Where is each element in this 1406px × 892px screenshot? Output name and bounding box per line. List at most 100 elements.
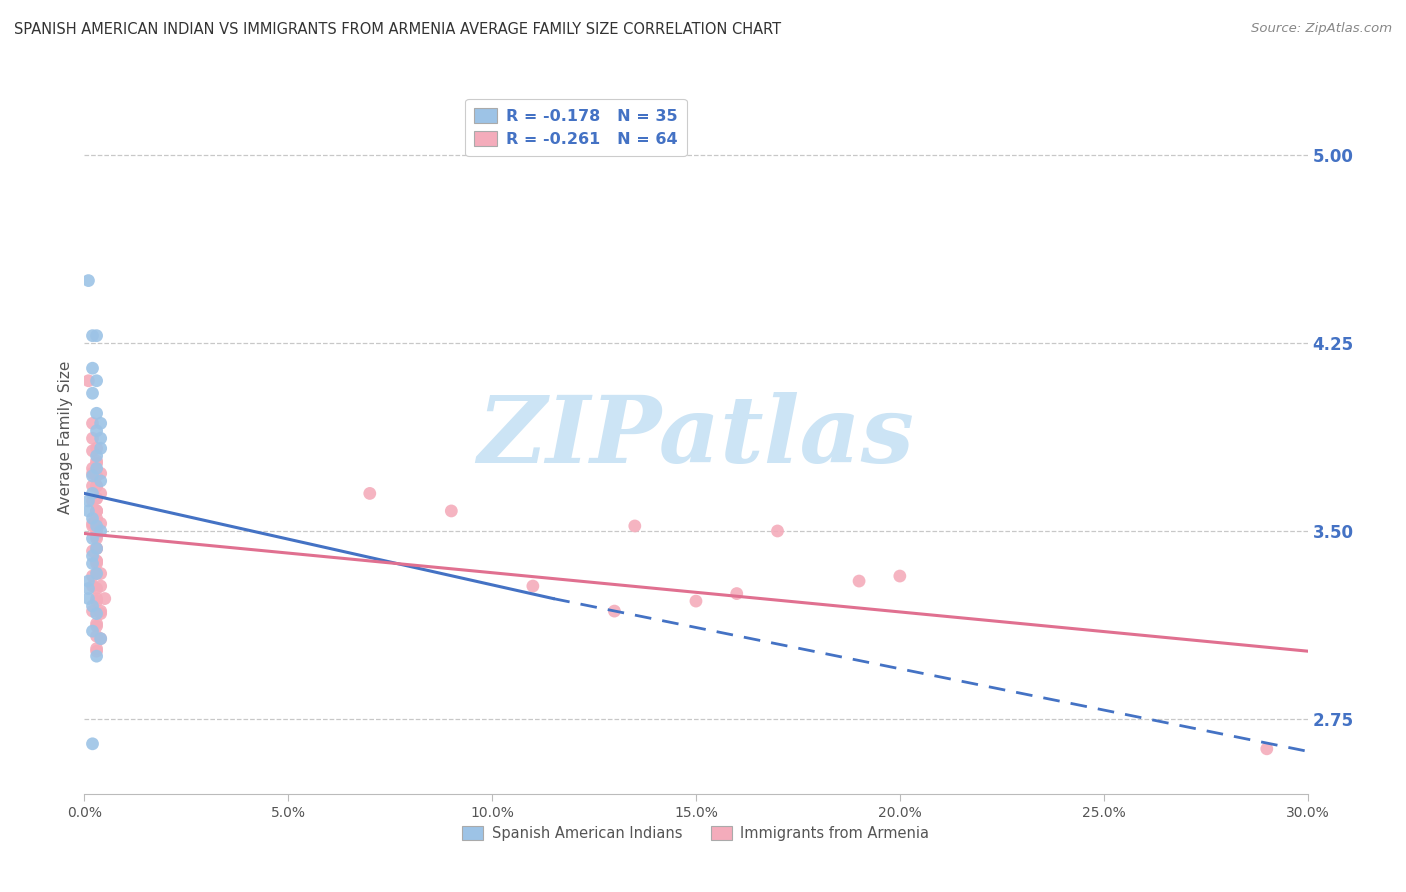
Point <box>86 541 108 556</box>
Point <box>86 607 108 621</box>
Point <box>82 532 104 546</box>
Point <box>86 519 108 533</box>
Point <box>86 449 108 463</box>
Text: ZIPatlas: ZIPatlas <box>478 392 914 482</box>
Point <box>86 619 108 633</box>
Point <box>86 504 108 518</box>
Point <box>86 491 108 506</box>
Point <box>86 557 108 571</box>
Point <box>86 554 108 568</box>
Point <box>86 629 108 643</box>
Point <box>86 456 108 470</box>
Point <box>82 417 104 431</box>
Point <box>86 479 108 493</box>
Point <box>86 582 108 596</box>
Point <box>82 386 104 401</box>
Text: Source: ZipAtlas.com: Source: ZipAtlas.com <box>1251 22 1392 36</box>
Point <box>82 604 104 618</box>
Point <box>766 524 789 538</box>
Point <box>77 494 100 508</box>
Point <box>90 524 112 538</box>
Point <box>86 594 108 608</box>
Point <box>82 737 104 751</box>
Point <box>86 374 108 388</box>
Point <box>86 469 108 483</box>
Point <box>86 529 108 543</box>
Point <box>77 274 100 288</box>
Point <box>90 516 112 531</box>
Point <box>82 494 104 508</box>
Point <box>86 541 108 556</box>
Point <box>82 511 104 525</box>
Point <box>86 461 108 475</box>
Point <box>82 579 104 593</box>
Point <box>90 474 112 488</box>
Point <box>86 504 108 518</box>
Point <box>86 541 108 556</box>
Point <box>90 579 112 593</box>
Point <box>82 479 104 493</box>
Point <box>86 591 108 606</box>
Point <box>86 532 108 546</box>
Point <box>86 566 108 581</box>
Point <box>82 544 104 558</box>
Point <box>90 431 112 445</box>
Point <box>86 529 108 543</box>
Point <box>86 511 108 525</box>
Point <box>82 467 104 481</box>
Point <box>82 516 104 531</box>
Point <box>77 504 100 518</box>
Point <box>90 607 112 621</box>
Point <box>93 591 115 606</box>
Point <box>82 431 104 445</box>
Point <box>90 632 112 646</box>
Point <box>522 579 544 593</box>
Y-axis label: Average Family Size: Average Family Size <box>58 360 73 514</box>
Point <box>86 641 108 656</box>
Legend: Spanish American Indians, Immigrants from Armenia: Spanish American Indians, Immigrants fro… <box>457 821 935 847</box>
Point <box>77 582 100 596</box>
Point <box>90 604 112 618</box>
Point <box>86 454 108 468</box>
Point <box>77 574 100 588</box>
Point <box>90 442 112 456</box>
Point <box>86 504 108 518</box>
Point <box>86 644 108 658</box>
Point <box>440 504 463 518</box>
Point <box>82 361 104 376</box>
Point <box>82 569 104 583</box>
Point <box>889 569 911 583</box>
Point <box>86 424 108 438</box>
Point <box>82 486 104 500</box>
Point <box>86 649 108 664</box>
Point <box>86 554 108 568</box>
Point <box>685 594 707 608</box>
Point <box>90 417 112 431</box>
Point <box>82 328 104 343</box>
Point <box>82 557 104 571</box>
Point <box>86 442 108 456</box>
Point <box>90 566 112 581</box>
Point <box>86 406 108 420</box>
Point <box>725 586 748 600</box>
Point <box>86 524 108 538</box>
Point <box>82 599 104 613</box>
Point <box>359 486 381 500</box>
Point <box>90 632 112 646</box>
Point <box>86 328 108 343</box>
Point <box>1256 741 1278 756</box>
Point <box>90 467 112 481</box>
Point <box>82 461 104 475</box>
Point <box>82 624 104 639</box>
Point <box>624 519 647 533</box>
Point <box>86 491 108 506</box>
Point <box>77 374 100 388</box>
Text: SPANISH AMERICAN INDIAN VS IMMIGRANTS FROM ARMENIA AVERAGE FAMILY SIZE CORRELATI: SPANISH AMERICAN INDIAN VS IMMIGRANTS FR… <box>14 22 782 37</box>
Point <box>82 469 104 483</box>
Point <box>82 549 104 563</box>
Point <box>82 443 104 458</box>
Point <box>82 519 104 533</box>
Point <box>86 616 108 631</box>
Point <box>77 591 100 606</box>
Point <box>848 574 870 588</box>
